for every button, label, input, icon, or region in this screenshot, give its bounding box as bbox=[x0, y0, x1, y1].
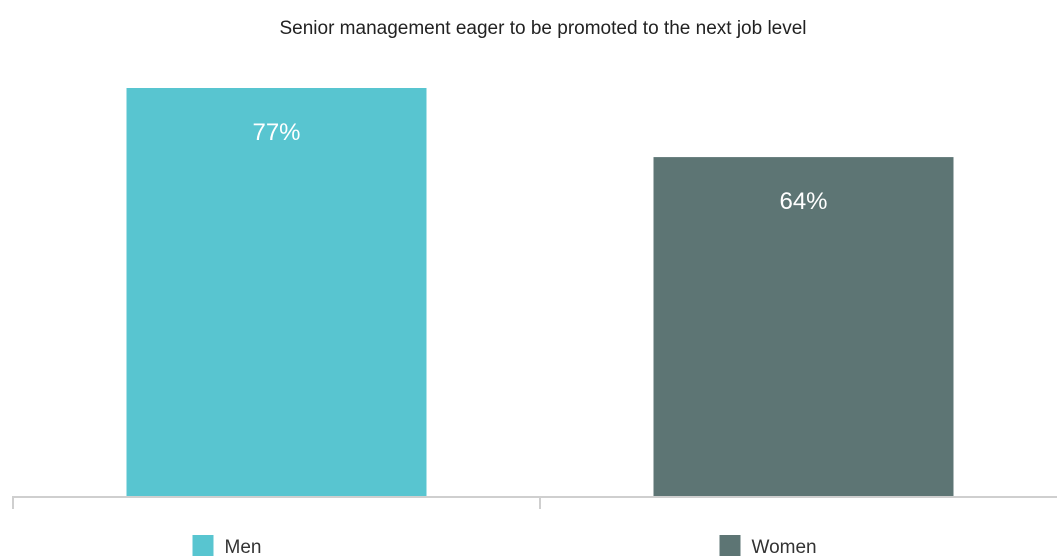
bar-women bbox=[653, 157, 954, 497]
x-axis bbox=[12, 496, 1057, 509]
data-label-men: 77% bbox=[252, 119, 300, 146]
legend-label-women: Women bbox=[752, 537, 817, 556]
legend-label-men: Men bbox=[225, 537, 262, 556]
bar-men bbox=[126, 88, 427, 497]
legend: Men Women bbox=[192, 535, 817, 556]
data-label-women: 64% bbox=[779, 188, 827, 215]
legend-swatch-men bbox=[192, 535, 214, 556]
legend-swatch-women bbox=[719, 535, 741, 556]
bars: 77% 64% bbox=[126, 88, 954, 497]
chart-title: Senior management eager to be promoted t… bbox=[279, 18, 806, 39]
